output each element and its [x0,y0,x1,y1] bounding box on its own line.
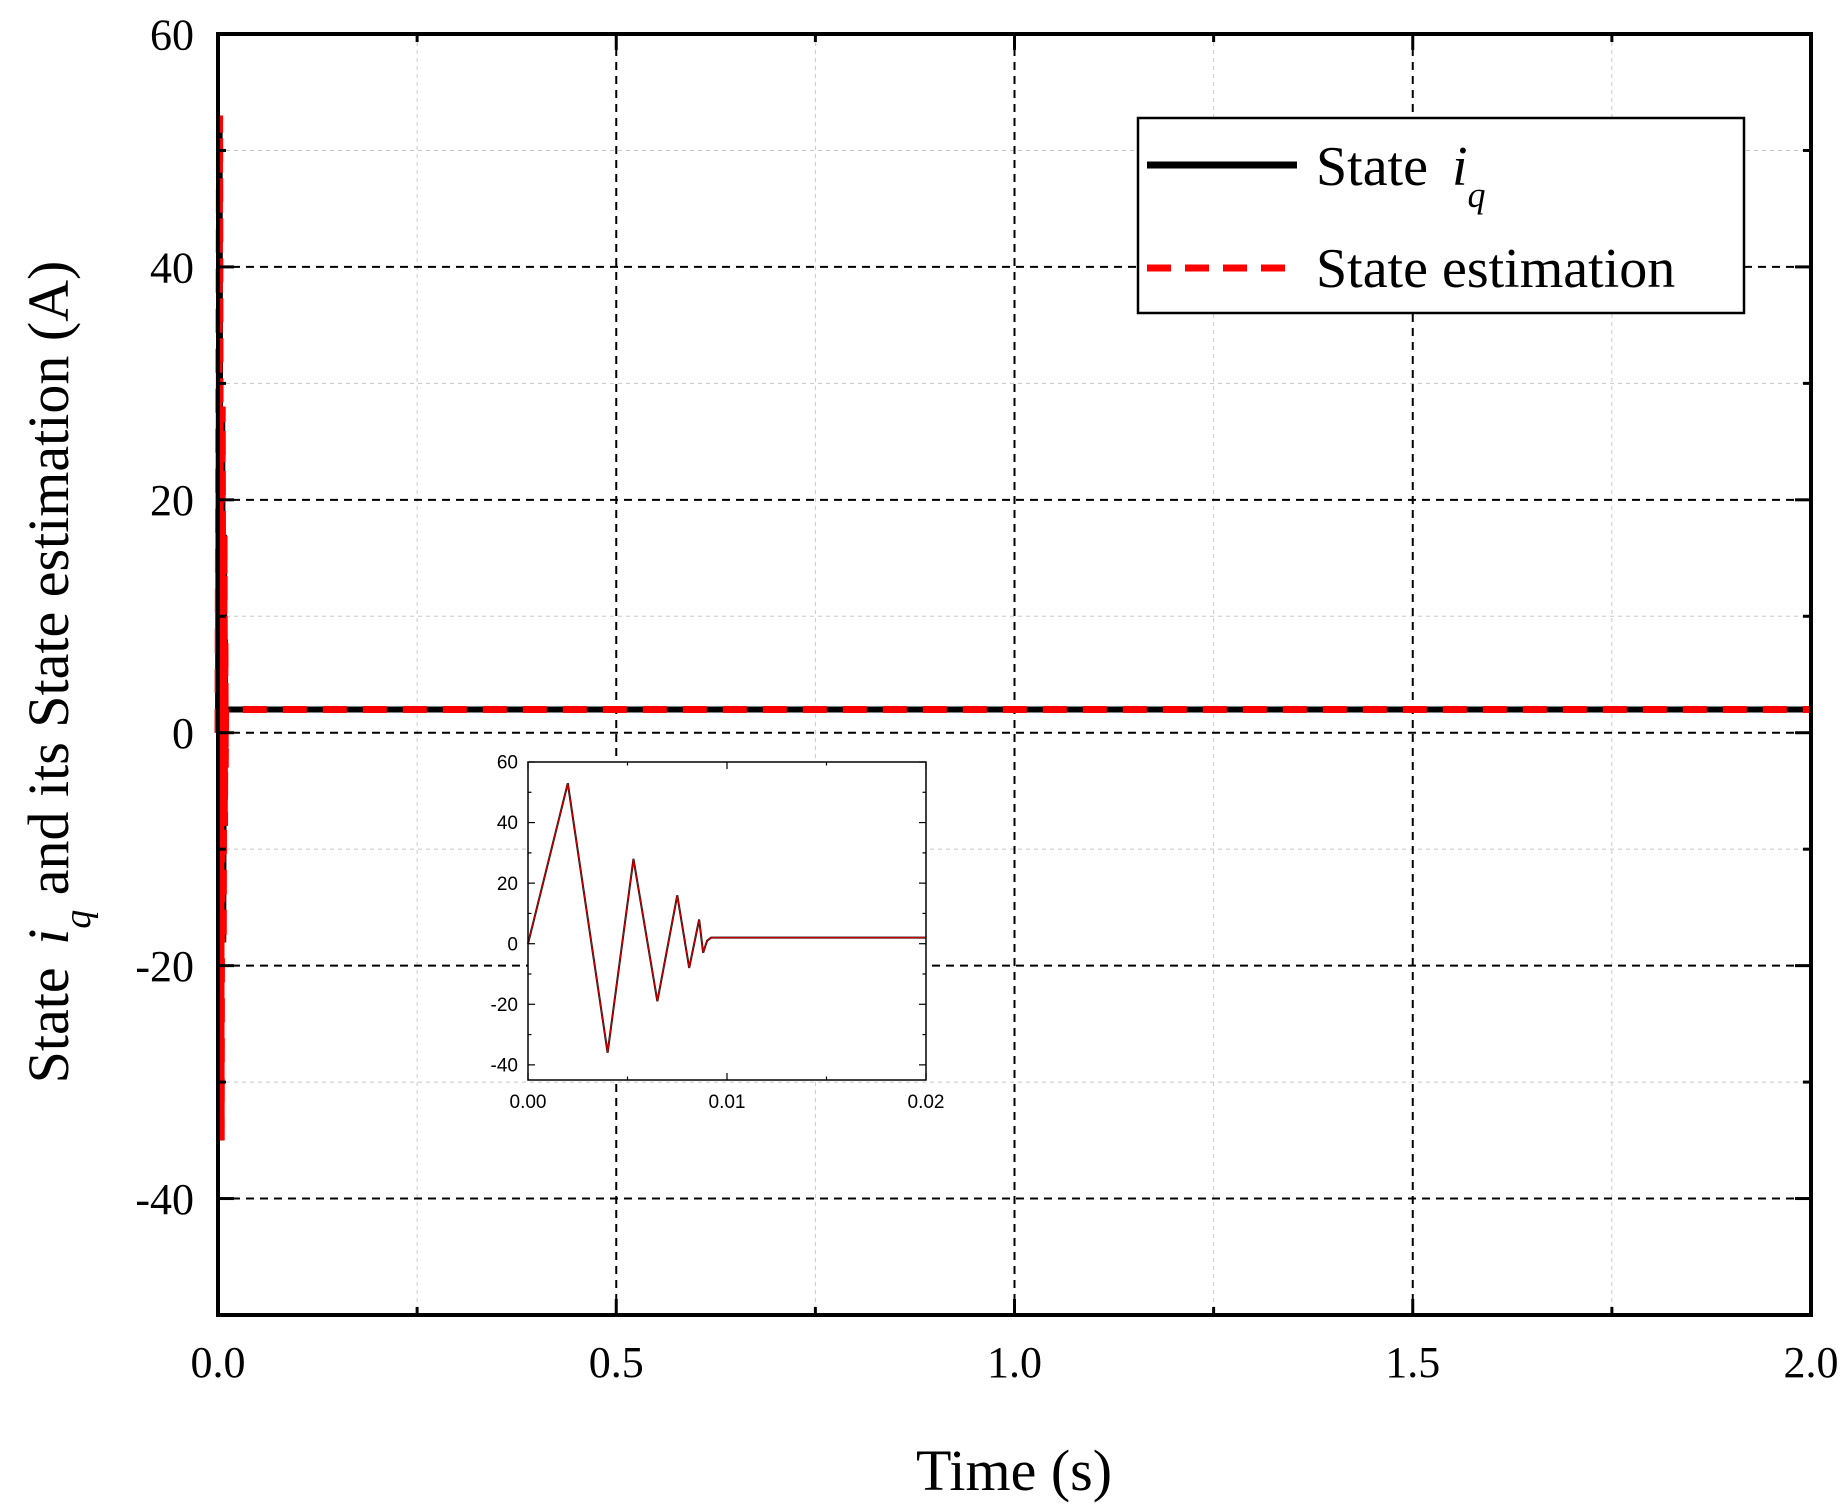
y-tick-label-3: 20 [150,476,194,525]
legend-box [1136,116,1746,315]
x-tick-label-1: 0.5 [589,1338,644,1387]
y-tick-label-2: 0 [172,709,194,758]
main-plot: 0.0 0.5 1.0 1.5 2.0 -40 -20 0 20 40 60 [135,10,1838,1387]
y-tick-label-4: 40 [150,243,194,292]
y-tick-label-2: 0 [507,934,518,955]
y-tick-label-5: 60 [150,10,194,59]
y-tick-label-1: -20 [491,995,518,1016]
y-tick-label-0: -40 [491,1056,518,1077]
y-tick-label-3: 20 [497,874,518,895]
x-tick-label-1: 0.01 [709,1092,746,1113]
x-tick-label-3: 1.5 [1385,1338,1440,1387]
x-tick-label-2: 0.02 [908,1092,945,1113]
y-tick-label-1: -20 [135,942,194,991]
x-tick-label-0: 0.0 [191,1338,246,1387]
legend-entry-estimation: State estimation [1316,238,1675,300]
x-tick-label-0: 0.00 [510,1092,547,1113]
series-line-1 [527,783,926,1053]
x-tick-label-2: 1.0 [987,1338,1042,1387]
x-axis-label: Time (s) [916,1438,1112,1503]
y-tick-label-5: 60 [497,753,518,774]
inset-plot: 0.00 0.01 0.02 -40 -20 0 20 40 60 [491,753,945,1113]
inset-background [528,762,926,1080]
y-tick-label-4: 40 [497,813,518,834]
y-tick-label-0: -40 [135,1175,194,1224]
x-tick-label-4: 2.0 [1784,1338,1839,1387]
